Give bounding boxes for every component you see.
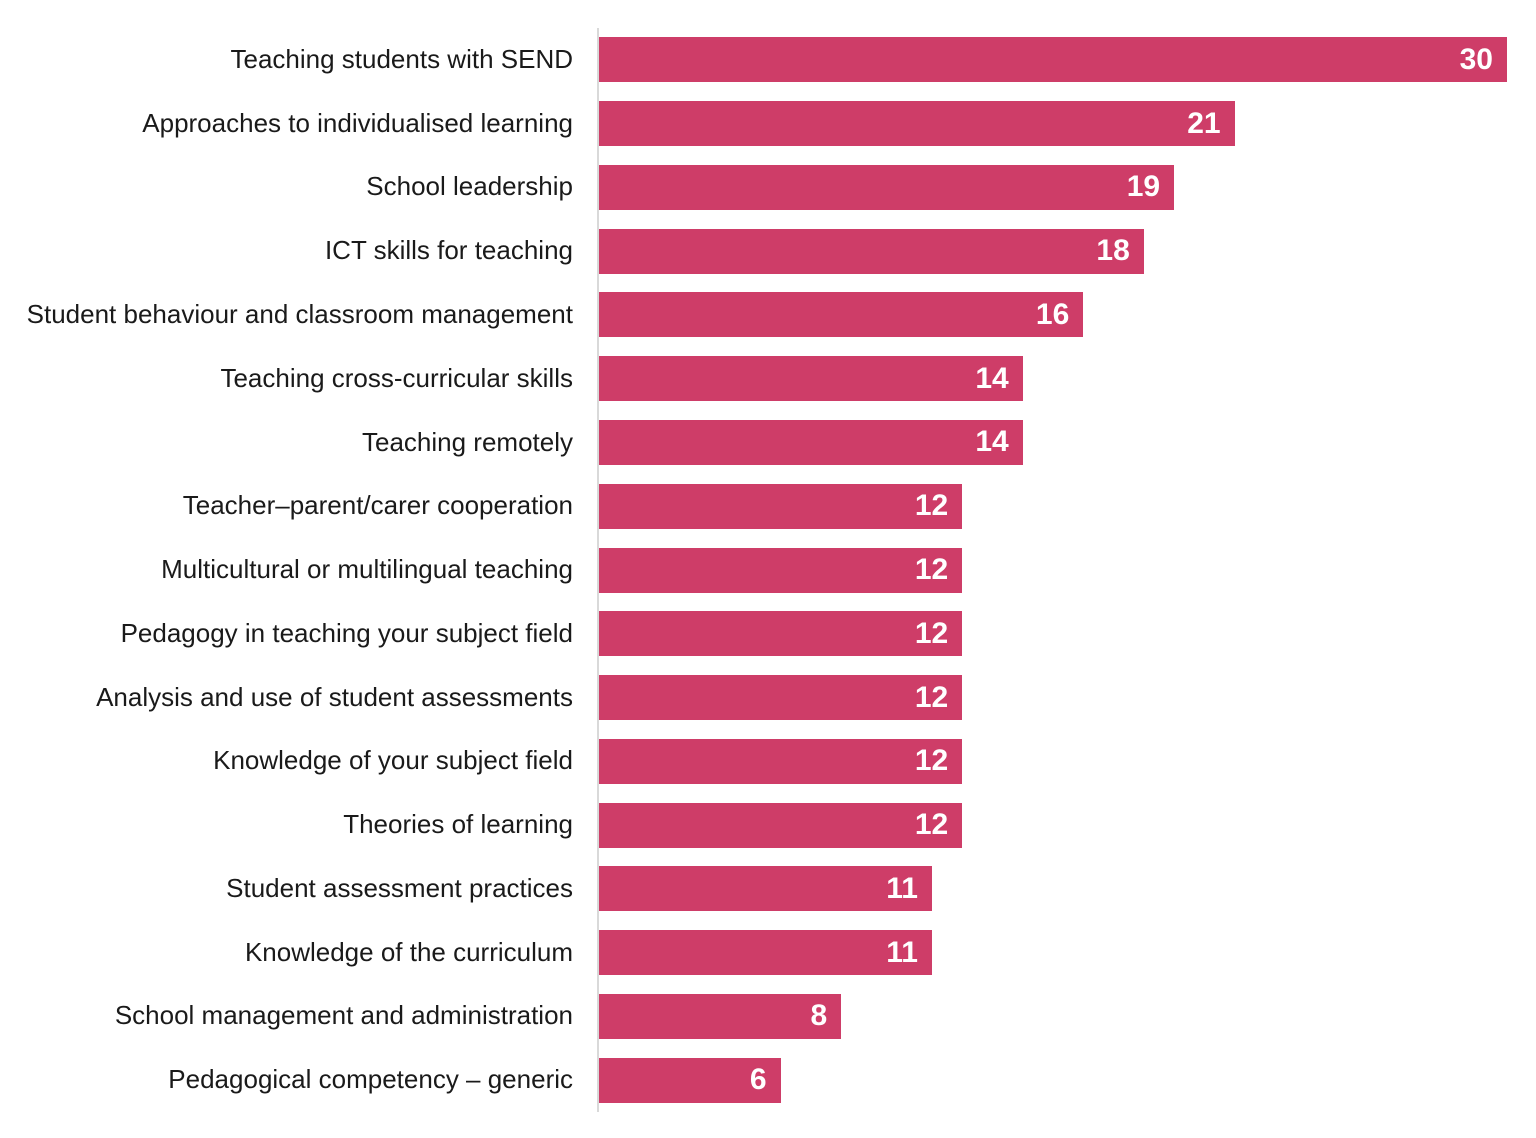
bar-row: Pedagogy in teaching your subject field …: [0, 601, 1536, 666]
bar-row: Teaching students with SEND 30: [0, 28, 1536, 92]
bar: 11: [599, 930, 932, 976]
bar-value-label: 6: [749, 1063, 767, 1097]
bar-row: School leadership 19: [0, 155, 1536, 220]
bar-row: School management and administration 8: [0, 984, 1536, 1049]
bar: 12: [599, 547, 963, 593]
bar: 14: [599, 419, 1023, 465]
bar: 16: [599, 292, 1084, 338]
bar: 12: [599, 611, 963, 657]
category-label: Teaching remotely: [362, 426, 573, 457]
bar: 18: [599, 228, 1144, 274]
category-label: Student behaviour and classroom manageme…: [26, 299, 573, 329]
category-label: Teacher–parent/carer cooperation: [182, 490, 573, 521]
bar-row: Analysis and use of student assessments …: [0, 665, 1536, 730]
bar-value-label: 18: [1096, 234, 1130, 268]
category-label: Knowledge of your subject field: [213, 745, 573, 776]
bar-row: Knowledge of the curriculum 11: [0, 920, 1536, 985]
bar-value-label: 12: [914, 744, 949, 778]
plot-area: 12: [597, 729, 1507, 794]
plot-area: 14: [597, 410, 1507, 475]
category-label: Teaching cross-curricular skills: [220, 362, 573, 393]
bar-value-label: 11: [886, 935, 918, 969]
plot-area: 11: [597, 920, 1507, 985]
bar: 12: [599, 483, 963, 529]
category-label: Student assessment practices: [226, 872, 573, 903]
bar: 19: [599, 164, 1175, 210]
bar-row: Pedagogical competency – generic 6: [0, 1048, 1536, 1113]
bar: 14: [599, 356, 1023, 402]
plot-area: 6: [597, 1048, 1507, 1113]
plot-area: 12: [597, 601, 1507, 666]
plot-area: 12: [597, 538, 1507, 602]
bar-row: Multicultural or multilingual teaching 1…: [0, 538, 1536, 602]
bar-row: Student behaviour and classroom manageme…: [0, 283, 1536, 347]
bar-value-label: 14: [975, 425, 1009, 459]
plot-area: 16: [597, 283, 1507, 347]
bar-value-label: 21: [1187, 106, 1221, 140]
category-label: Knowledge of the curriculum: [244, 936, 573, 967]
bar-row: Teacher–parent/carer cooperation 12: [0, 474, 1536, 539]
plot-area: 18: [597, 219, 1507, 284]
category-label: Theories of learning: [343, 809, 573, 840]
category-label: ICT skills for teaching: [324, 235, 573, 266]
bar-value-label: 19: [1126, 170, 1161, 204]
category-label: Teaching students with SEND: [230, 43, 573, 74]
bar-value-label: 30: [1459, 42, 1493, 76]
bar-row: Student assessment practices 11: [0, 856, 1536, 921]
plot-area: 30: [597, 28, 1507, 92]
bar-value-label: 14: [975, 361, 1009, 395]
bar: 12: [599, 675, 963, 721]
plot-area: 11: [597, 856, 1507, 921]
bar: 11: [599, 866, 932, 912]
bar-value-label: 12: [914, 680, 949, 714]
bar-row: Approaches to individualised learning 21: [0, 91, 1536, 156]
bar-value-label: 12: [914, 553, 949, 586]
category-label: School leadership: [366, 171, 573, 202]
plot-area: 8: [597, 984, 1507, 1049]
category-label: Pedagogical competency – generic: [168, 1064, 573, 1095]
bar: 30: [599, 37, 1507, 83]
category-label: School management and administration: [114, 1000, 573, 1031]
bar-row: Teaching remotely 14: [0, 410, 1536, 475]
plot-area: 21: [597, 91, 1507, 156]
category-label: Pedagogy in teaching your subject field: [120, 617, 573, 648]
bar-value-label: 8: [810, 999, 828, 1033]
bar: 6: [599, 1057, 781, 1103]
plot-area: 19: [597, 155, 1507, 220]
bar-value-label: 12: [914, 808, 949, 842]
category-label: Multicultural or multilingual teaching: [161, 554, 573, 585]
bar-row: Knowledge of your subject field 12: [0, 729, 1536, 794]
plot-area: 12: [597, 474, 1507, 539]
bar-value-label: 12: [914, 616, 949, 650]
bar-value-label: 12: [914, 489, 949, 523]
category-label: Approaches to individualised learning: [142, 107, 573, 138]
plot-area: 14: [597, 346, 1507, 411]
bar-row: Theories of learning 12: [0, 793, 1536, 857]
bar-row: Teaching cross-curricular skills 14: [0, 346, 1536, 411]
bar-row: ICT skills for teaching 18: [0, 219, 1536, 284]
bar: 8: [599, 993, 842, 1039]
plot-area: 12: [597, 793, 1507, 857]
bar-value-label: 16: [1035, 297, 1070, 331]
plot-area: 12: [597, 665, 1507, 730]
bar: 21: [599, 101, 1235, 147]
category-label: Analysis and use of student assessments: [96, 681, 573, 712]
bar: 12: [599, 738, 963, 784]
bar: 12: [599, 802, 963, 848]
bar-rows: Teaching students with SEND 30 Approache…: [0, 28, 1536, 1113]
bar-value-label: 11: [886, 871, 918, 905]
